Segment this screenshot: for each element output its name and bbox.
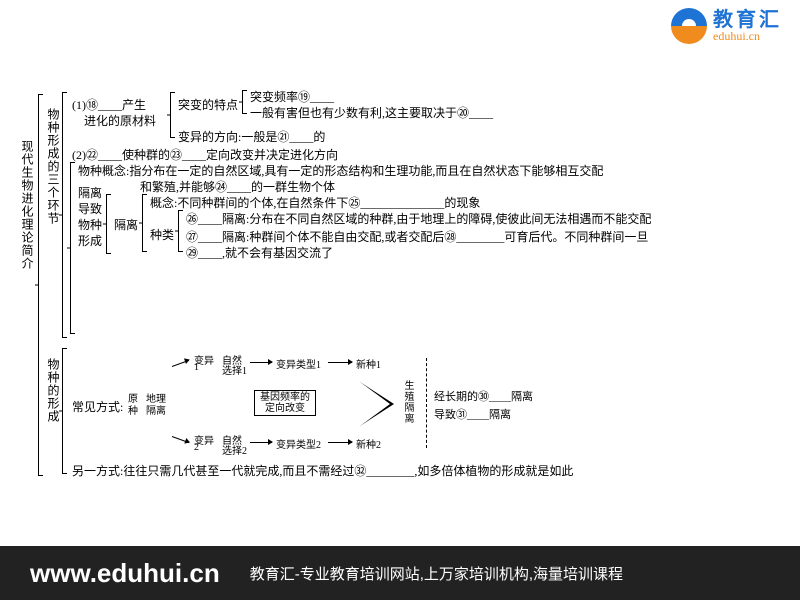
logo: 教育汇 eduhui.cn (671, 8, 782, 44)
new1: 新种1 (356, 356, 381, 371)
brace-1 (170, 92, 175, 138)
repro-label: 生殖隔离 (400, 380, 414, 424)
line-1d: 进化的原材料 (84, 112, 156, 129)
line-1a: (1)⑱____产生 (72, 96, 146, 113)
diagram: 现代生物进化理论简介 物种形成的三个环节 (1)⑱____产生 进化的原材料 突… (20, 100, 796, 540)
line-3b: 和繁殖,并能够㉔____的一群生物个体 (140, 178, 335, 195)
arr-b1 (172, 436, 189, 443)
brace-iso2 (142, 194, 147, 252)
var2-b: 2 (194, 442, 199, 453)
brace-species (70, 162, 75, 334)
dash-line (426, 358, 427, 448)
logo-text: 教育汇 eduhui.cn (713, 10, 782, 42)
arr-b3 (328, 442, 352, 443)
new2: 新种2 (356, 436, 381, 451)
sel1-b: 选择1 (222, 362, 247, 377)
line-2: (2)㉒____使种群的㉓____定向改变并决定进化方向 (72, 146, 338, 163)
sel2-b: 选择2 (222, 442, 247, 457)
line-6: ㉗____隔离:种群间个体不能自由交配,或者交配后㉘________可育后代。不… (186, 228, 648, 245)
brace-iso (106, 194, 111, 254)
logo-swirl-icon (671, 8, 707, 44)
common-label: 常见方式: (72, 398, 123, 415)
another-line: 另一方式:往往只需几代甚至一代就完成,而且不需经过㉜________,如多倍体植… (72, 462, 573, 479)
var1-b: 1 (194, 362, 199, 373)
big-arrow-icon (360, 382, 394, 426)
brace-section-a (62, 92, 67, 338)
kind-label: 种类 (150, 226, 174, 243)
lead-label: 导致㉛____隔离 (434, 406, 511, 422)
iso-e: 隔离 (114, 216, 138, 233)
gene-1: 基因频率的 (260, 392, 310, 403)
section-b-label: 物种的形成 (46, 358, 60, 423)
footer: www.eduhui.cn 教育汇-专业教育培训网站,上万家培训机构,海量培训课… (0, 546, 800, 600)
line-1f: 变异的方向:一般是㉑____的 (178, 128, 325, 145)
root-label: 现代生物进化理论简介 (20, 140, 34, 270)
geo-2: 隔离 (146, 402, 166, 417)
line-1b: 突变的特点 (178, 96, 238, 113)
arr-t1 (172, 360, 189, 367)
brace-section-b (62, 348, 67, 474)
brace-root (38, 94, 43, 476)
flow-diagram: 原 种 地理 隔离 变异 1 自然 选择1 变异类型1 新种1 变异 2 自然 … (150, 358, 490, 450)
line-3: 物种概念:指分布在一定的自然区域,具有一定的形态结构和生理功能,而且在自然状态下… (78, 162, 603, 179)
header: 教育汇 eduhui.cn (0, 0, 800, 60)
footer-tagline: 教育汇-专业教育培训网站,上万家培训机构,海量培训课程 (250, 563, 623, 584)
line-4: 概念:不同种群间的个体,在自然条件下㉕______________的现象 (150, 194, 480, 211)
gene-box: 基因频率的 定向改变 (254, 390, 316, 416)
arr-t3 (328, 362, 352, 363)
iso-c: 物种 (78, 216, 102, 233)
line-6b: ㉙____,就不会有基因交流了 (186, 244, 333, 261)
line-1c: 突变频率⑲____ (250, 88, 334, 105)
brace-1b (242, 90, 247, 114)
long-label: 经长期的㉚____隔离 (434, 388, 533, 404)
logo-en: eduhui.cn (713, 30, 782, 42)
iso-b: 导致 (78, 200, 102, 217)
brace-kind (178, 210, 183, 252)
iso-d: 形成 (78, 232, 102, 249)
logo-cn: 教育汇 (713, 10, 782, 30)
arr-b2 (250, 442, 272, 443)
footer-url: www.eduhui.cn (30, 558, 220, 589)
orig-2: 种 (128, 402, 138, 417)
vt2: 变异类型2 (276, 436, 321, 451)
section-a-label: 物种形成的三个环节 (46, 108, 60, 225)
arr-t2 (250, 362, 272, 363)
gene-2: 定向改变 (265, 403, 305, 414)
line-5: ㉖____隔离:分布在不同自然区域的种群,由于地理上的障碍,使彼此间无法相遇而不… (186, 210, 651, 227)
iso-a: 隔离 (78, 184, 102, 201)
line-1e: 一般有害但也有少数有利,这主要取决于⑳____ (250, 104, 493, 121)
vt1: 变异类型1 (276, 356, 321, 371)
